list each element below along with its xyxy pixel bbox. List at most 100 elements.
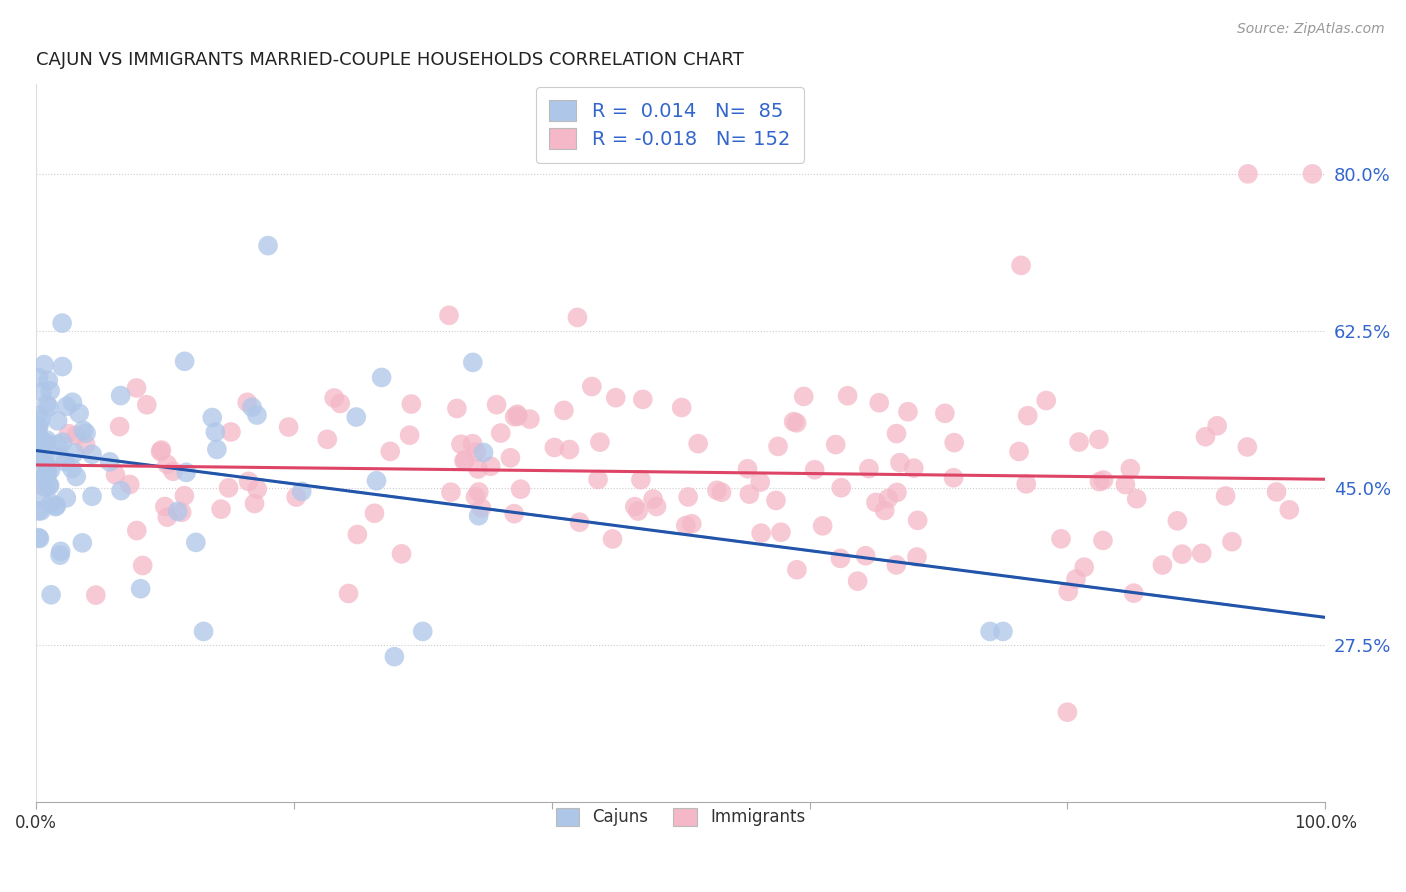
Point: [98, 455, 121, 469]
Point: [28, 438, 51, 452]
Point: [1091, 533, 1114, 548]
Point: [153, 500, 176, 514]
Point: [72, 536, 94, 550]
Point: [602, 532, 624, 546]
Point: [238, 475, 260, 489]
Point: [558, 442, 581, 457]
Point: [464, 490, 486, 504]
Point: [35, 480, 58, 494]
Point: [467, 508, 489, 523]
Point: [384, 649, 406, 664]
Point: [738, 487, 761, 501]
Point: [48, 450, 70, 464]
Point: [27, 450, 49, 464]
Point: [467, 462, 489, 476]
Point: [472, 445, 495, 459]
Point: [72, 423, 94, 437]
Point: [108, 419, 131, 434]
Point: [337, 586, 360, 600]
Point: [104, 467, 127, 482]
Point: [60, 461, 83, 475]
Point: [465, 445, 488, 459]
Point: [285, 490, 308, 504]
Point: [391, 547, 413, 561]
Point: [1125, 491, 1147, 506]
Point: [204, 425, 226, 439]
Point: [346, 527, 368, 541]
Point: [240, 400, 263, 414]
Point: [380, 444, 402, 458]
Point: [586, 473, 609, 487]
Point: [150, 442, 173, 457]
Legend: Cajuns, Immigrants: Cajuns, Immigrants: [550, 801, 813, 833]
Point: [44, 500, 66, 514]
Point: [877, 491, 900, 506]
Point: [786, 563, 808, 577]
Point: [991, 624, 1014, 639]
Point: [509, 482, 531, 496]
Point: [45, 499, 67, 513]
Point: [1017, 409, 1039, 423]
Point: [1010, 259, 1032, 273]
Point: [52, 435, 75, 450]
Point: [889, 456, 911, 470]
Point: [485, 398, 508, 412]
Point: [291, 484, 314, 499]
Point: [1122, 586, 1144, 600]
Point: [38, 400, 60, 414]
Point: [1067, 435, 1090, 450]
Point: [75, 437, 97, 451]
Point: [627, 504, 650, 518]
Point: [27, 370, 49, 384]
Point: [499, 450, 522, 465]
Point: [156, 458, 179, 472]
Point: [1119, 461, 1142, 475]
Point: [366, 474, 388, 488]
Point: [131, 558, 153, 573]
Point: [135, 398, 157, 412]
Point: [979, 624, 1001, 639]
Point: [506, 409, 529, 424]
Point: [453, 454, 475, 468]
Point: [31, 384, 53, 399]
Point: [454, 453, 477, 467]
Point: [461, 355, 484, 369]
Point: [786, 416, 808, 430]
Point: [246, 408, 269, 422]
Point: [84, 588, 107, 602]
Point: [1236, 440, 1258, 454]
Point: [1301, 167, 1323, 181]
Point: [257, 238, 280, 252]
Point: [63, 446, 86, 460]
Point: [398, 428, 420, 442]
Point: [62, 395, 84, 409]
Point: [39, 588, 62, 602]
Point: [38, 478, 60, 492]
Point: [67, 406, 90, 420]
Point: [125, 381, 148, 395]
Point: [765, 493, 787, 508]
Point: [1265, 484, 1288, 499]
Point: [605, 391, 627, 405]
Point: [51, 359, 73, 374]
Point: [830, 481, 852, 495]
Point: [886, 485, 908, 500]
Point: [865, 495, 887, 509]
Point: [567, 310, 589, 325]
Point: [75, 426, 97, 441]
Point: [329, 396, 352, 410]
Point: [855, 549, 877, 563]
Point: [553, 403, 575, 417]
Point: [156, 510, 179, 524]
Text: Source: ZipAtlas.com: Source: ZipAtlas.com: [1237, 22, 1385, 37]
Point: [1057, 584, 1080, 599]
Point: [173, 489, 195, 503]
Point: [1152, 558, 1174, 572]
Point: [39, 384, 62, 398]
Point: [1114, 477, 1136, 491]
Point: [53, 455, 76, 469]
Point: [1171, 547, 1194, 561]
Point: [184, 535, 207, 549]
Point: [630, 473, 652, 487]
Point: [28, 418, 51, 433]
